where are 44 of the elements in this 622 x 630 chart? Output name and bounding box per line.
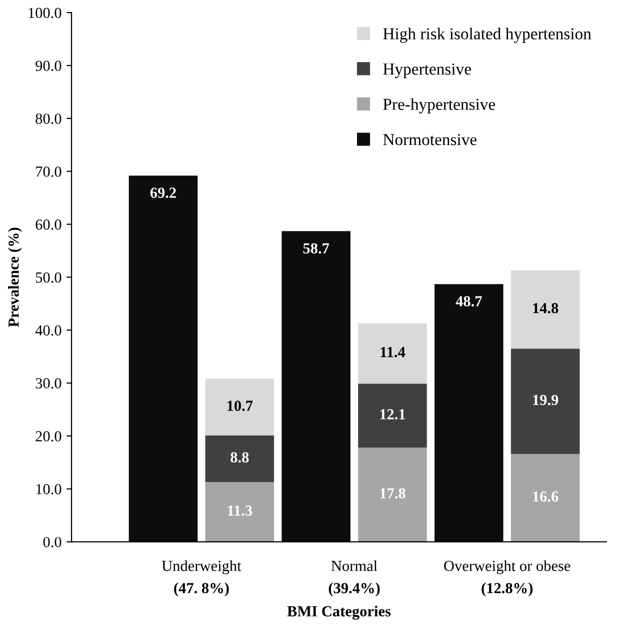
y-tick-label: 0.0 [43,536,62,548]
y-tick-label: 90.0 [36,60,62,72]
data-label: 69.2 [150,188,176,198]
x-tick-label: Underweight (47. 8%) [162,560,242,596]
bar [205,482,274,542]
legend-label: Pre-hypertensive [383,98,496,114]
y-tick-label: 80.0 [36,114,62,124]
bar [358,448,427,542]
data-label: 11.4 [380,346,406,358]
bar [510,454,580,542]
y-tick-label: 20.0 [36,431,62,442]
y-tick-label: 60.0 [36,219,62,230]
legend-label: High risk isolated hypertension [383,28,592,43]
data-label: 58.7 [303,243,330,254]
data-label: 14.8 [533,302,558,314]
y-tick-label: 30.0 [36,378,62,389]
data-label: 10.7 [228,400,253,412]
y-axis-title: Prevalence (%) [8,228,22,328]
y-tick-label: 40.0 [35,325,62,336]
bar [358,323,427,384]
data-label: 11.3 [228,505,252,516]
bar [510,348,580,454]
y-tick-label: 100.0 [28,8,62,18]
bar [358,384,427,448]
y-tick-label: 70.0 [36,166,62,177]
y-tick-label: 10.0 [36,484,62,494]
data-label: 16.6 [533,491,558,502]
data-label: 17.8 [380,488,406,499]
x-axis-title: BMI Categories [287,606,391,620]
bar [205,435,274,482]
data-label: 12.1 [380,409,406,420]
bar [510,270,580,349]
data-label: 8.8 [230,452,249,463]
x-tick-label: Overweight or obese (12.8%) [444,560,570,596]
bar [128,176,198,542]
x-tick-label: Normal (39.4%) [328,560,380,596]
legend-label: Hypertensive [383,63,471,78]
bar [434,284,504,542]
bar [282,231,350,542]
data-label: 48.7 [456,296,482,306]
legend-label: Normotensive [383,134,477,146]
y-tick-label: 50.0 [36,272,62,283]
bar [205,378,274,436]
data-label: 19.9 [533,394,558,406]
